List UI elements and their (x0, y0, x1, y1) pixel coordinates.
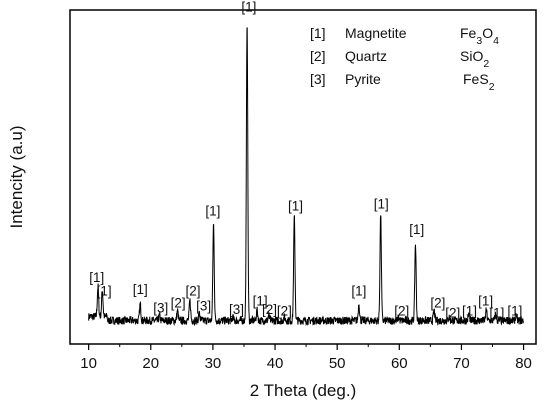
peak-annotation: [3] (196, 299, 211, 314)
peak-annotation: [1] (489, 305, 504, 320)
peak-annotation: [1] (288, 198, 303, 213)
peak-annotation: [1] (374, 197, 389, 212)
x-tick-label: 60 (391, 355, 408, 372)
peak-annotation: [2] (445, 305, 460, 320)
peak-annotation: [3] (229, 302, 244, 317)
peak-annotation: [1] (241, 0, 256, 15)
legend: [1] Magnetite Fe3O4 [2] Quartz SiO2 [3] Pyrite F… (310, 25, 499, 93)
peak-annotation: [1] (89, 270, 104, 285)
peak-annotation: [1] (507, 304, 522, 319)
y-axis-label: Intencity (a.u) (7, 126, 26, 229)
legend-mineral-name: Pyrite (345, 71, 381, 87)
x-axis-ticks (88, 344, 525, 350)
peak-annotations: [1][1] [1][3] [2][2][3][1][3][1][1][2] [2][… (89, 0, 522, 320)
legend-formula: FeS2 (463, 71, 495, 93)
xrd-pattern-line (88, 27, 524, 327)
x-tick-label: 20 (142, 355, 159, 372)
legend-mineral-name: Quartz (345, 48, 387, 64)
x-tick-label: 40 (267, 355, 284, 372)
x-axis-tick-labels: 10 20 30 40 50 60 70 80 (80, 355, 532, 372)
peak-annotation: [2] (262, 302, 277, 317)
plot-frame (69, 9, 537, 345)
peak-annotation: [2] (277, 304, 292, 319)
legend-index: [2] (310, 48, 326, 64)
x-axis-label: 2 Theta (deg.) (250, 381, 356, 400)
peak-annotation: [1] (253, 294, 268, 309)
peak-annotation: [1] (462, 304, 477, 319)
peak-annotation: [1] (205, 203, 220, 218)
peak-annotation: [1] (133, 282, 148, 297)
legend-index: [3] (310, 71, 326, 87)
x-tick-label: 70 (453, 355, 470, 372)
legend-formula: Fe3O4 (460, 25, 499, 47)
legend-formula: SiO2 (460, 48, 489, 70)
peak-annotation: [2] (186, 284, 201, 299)
peak-annotation: [1] (409, 222, 424, 237)
peak-annotation: [2] (394, 304, 409, 319)
peak-annotation: [1] (97, 284, 112, 299)
legend-index: [1] (310, 25, 326, 41)
x-tick-label: 10 (80, 355, 97, 372)
x-tick-label: 80 (515, 355, 532, 372)
peak-annotation: [3] (153, 300, 168, 315)
peak-annotation: [1] (351, 284, 366, 299)
peak-annotation: [2] (171, 295, 186, 310)
x-tick-label: 30 (205, 355, 222, 372)
x-tick-label: 50 (329, 355, 346, 372)
peak-annotation: [2] (430, 295, 445, 310)
peak-annotation: [1] (478, 294, 493, 309)
legend-mineral-name: Magnetite (345, 25, 407, 41)
